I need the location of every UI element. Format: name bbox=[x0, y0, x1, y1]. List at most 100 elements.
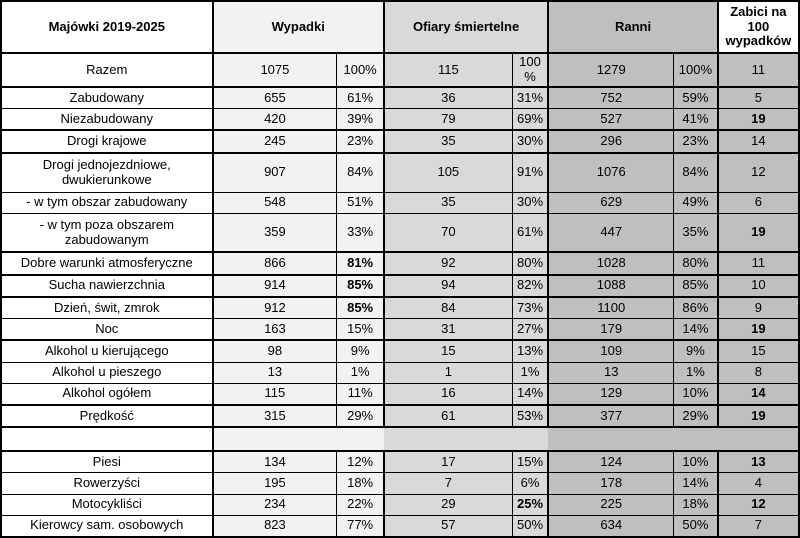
cell-ranni_pct: 86% bbox=[673, 296, 719, 320]
cell-wypadki_pct: 61% bbox=[336, 86, 385, 110]
cell-ofiary_pct: 61% bbox=[511, 212, 549, 254]
table-title: Majówki 2019-2025 bbox=[0, 0, 214, 54]
cell-ranni_pct: 50% bbox=[673, 514, 719, 538]
header-row: Majówki 2019-2025 Wypadki Ofiary śmierte… bbox=[0, 0, 800, 54]
cell-ofiary_pct: 13% bbox=[511, 339, 549, 363]
cell-wypadki_pct: 77% bbox=[336, 514, 385, 538]
cell-wypadki_pct: 39% bbox=[336, 108, 385, 132]
cell-ofiary_n: 105 bbox=[382, 152, 513, 193]
row-label: - w tym poza obszarem zabudowanym bbox=[0, 212, 214, 254]
column-header-zabici-na-100: Zabici na 100 wypadków bbox=[716, 0, 800, 54]
cell-ofiary_pct: 91% bbox=[511, 152, 549, 193]
cell-wypadki_pct: 18% bbox=[336, 472, 385, 495]
table-row: Dobre warunki atmosferyczne 866 81% 92 80% 10… bbox=[0, 251, 800, 276]
cell-ranni_n: 629 bbox=[547, 191, 675, 214]
cell-ofiary_n: 94 bbox=[382, 274, 513, 299]
row-label: Razem bbox=[0, 52, 214, 88]
cell-ranni_n: 296 bbox=[547, 129, 675, 154]
cell-wypadki_pct: 1% bbox=[336, 361, 385, 384]
cell-ranni_n: 109 bbox=[547, 339, 675, 363]
cell-ofiary_n: 61 bbox=[382, 404, 513, 429]
separator-row bbox=[0, 426, 799, 453]
cell-wypadki_pct: 12% bbox=[336, 450, 385, 474]
cell-wypadki_n: 655 bbox=[211, 86, 338, 110]
cell-wypadki_pct: 22% bbox=[336, 493, 385, 516]
cell-ranni_pct: 1% bbox=[673, 361, 719, 384]
table-row: Piesi 134 12% 17 15% 124 10% 13 bbox=[0, 450, 800, 474]
column-header-ofiary-smiertelne: Ofiary śmiertelne bbox=[382, 0, 549, 54]
cell-wypadki_n: 195 bbox=[211, 472, 338, 495]
cell-ranni_pct: 35% bbox=[673, 212, 719, 254]
cell-ofiary_n: 57 bbox=[382, 514, 513, 538]
cell-zabici_na_100: 9 bbox=[716, 296, 800, 320]
cell-ranni_n: 752 bbox=[547, 86, 675, 110]
cell-ranni_pct: 14% bbox=[673, 472, 719, 495]
cell-wypadki_pct: 51% bbox=[336, 191, 385, 214]
cell-ranni_n: 124 bbox=[547, 450, 675, 474]
cell-ranni_n: 1088 bbox=[547, 274, 675, 299]
cell-ofiary_n: 115 bbox=[382, 52, 513, 88]
table-row: Alkohol u pieszego 13 1% 1 1% 13 1% 8 bbox=[0, 361, 800, 384]
cell-ranni_n: 1028 bbox=[547, 251, 675, 276]
cell-ofiary_n: 17 bbox=[382, 450, 513, 474]
cell-zabici_na_100: 19 bbox=[716, 108, 800, 132]
cell-ofiary_n: 36 bbox=[382, 86, 513, 110]
cell-ranni_pct: 10% bbox=[673, 450, 719, 474]
cell-ofiary_pct: 6% bbox=[511, 472, 549, 495]
cell-ofiary_n: 92 bbox=[382, 251, 513, 276]
cell-ofiary_pct: 1% bbox=[511, 361, 549, 384]
cell-ofiary_n: 29 bbox=[382, 493, 513, 516]
row-label: Zabudowany bbox=[0, 86, 214, 110]
cell-ranni_n: 129 bbox=[547, 382, 675, 406]
cell-wypadki_n: 163 bbox=[211, 318, 338, 342]
cell-zabici_na_100: 11 bbox=[716, 52, 800, 88]
cell-zabici_na_100: 19 bbox=[716, 212, 800, 254]
cell-wypadki_n: 359 bbox=[211, 212, 338, 254]
cell-ofiary_pct: 15% bbox=[511, 450, 549, 474]
cell-zabici_na_100: 15 bbox=[716, 339, 800, 363]
table-row: Zabudowany 655 61% 36 31% 752 59% 5 bbox=[0, 86, 800, 110]
cell-ofiary_n: 35 bbox=[382, 191, 513, 214]
cell-ranni_pct: 29% bbox=[673, 404, 719, 429]
row-label: - w tym obszar zabudowany bbox=[0, 191, 214, 214]
cell-ofiary_pct: 30% bbox=[511, 129, 549, 154]
cell-wypadki_pct: 84% bbox=[336, 152, 385, 193]
table-row: Prędkość 315 29% 61 53% 377 29% 19 bbox=[0, 404, 800, 429]
cell-ofiary_n: 16 bbox=[382, 382, 513, 406]
cell-zabici_na_100: 19 bbox=[716, 318, 800, 342]
cell-zabici_na_100: 8 bbox=[716, 361, 800, 384]
cell-ranni_n: 178 bbox=[547, 472, 675, 495]
table-row: Alkohol u kierującego 98 9% 15 13% 109 9% 15 bbox=[0, 339, 800, 363]
cell-zabici_na_100: 6 bbox=[716, 191, 800, 214]
cell-zabici_na_100: 14 bbox=[716, 129, 800, 154]
cell-wypadki_n: 420 bbox=[211, 108, 338, 132]
table-row: Razem 1075 100% 115 100 % 1279 100% 11 bbox=[0, 52, 800, 88]
cell-ranni_n: 13 bbox=[547, 361, 675, 384]
table-row: Kierowcy sam. osobowych 823 77% 57 50% 634 50%… bbox=[0, 514, 800, 538]
table-row: Motocykliści 234 22% 29 25% 225 18% 12 bbox=[0, 493, 800, 516]
cell-ranni_n: 1076 bbox=[547, 152, 675, 193]
cell-ofiary_n: 35 bbox=[382, 129, 513, 154]
cell-ofiary_n: 70 bbox=[382, 212, 513, 254]
row-label: Noc bbox=[0, 318, 214, 342]
cell-ranni_pct: 85% bbox=[673, 274, 719, 299]
cell-ranni_pct: 10% bbox=[673, 382, 719, 406]
cell-wypadki_n: 1075 bbox=[211, 52, 338, 88]
cell-ranni_pct: 18% bbox=[673, 493, 719, 516]
cell-wypadki_pct: 29% bbox=[336, 404, 385, 429]
cell-wypadki_n: 115 bbox=[211, 382, 338, 406]
cell-zabici_na_100: 10 bbox=[716, 274, 800, 299]
cell-zabici_na_100: 7 bbox=[716, 514, 800, 538]
separator-cell bbox=[548, 426, 799, 453]
cell-ofiary_pct: 100 % bbox=[511, 52, 549, 88]
cell-wypadki_pct: 100% bbox=[336, 52, 385, 88]
cell-wypadki_n: 234 bbox=[211, 493, 338, 516]
cell-wypadki_pct: 11% bbox=[336, 382, 385, 406]
separator-cell bbox=[212, 426, 384, 453]
cell-wypadki_n: 912 bbox=[211, 296, 338, 320]
table-row: Drogi jednojezdniowe, dwukierunkowe 907 84… bbox=[0, 152, 800, 193]
table-row: Noc 163 15% 31 27% 179 14% 19 bbox=[0, 318, 800, 342]
cell-ofiary_n: 84 bbox=[382, 296, 513, 320]
row-label: Motocykliści bbox=[0, 493, 214, 516]
